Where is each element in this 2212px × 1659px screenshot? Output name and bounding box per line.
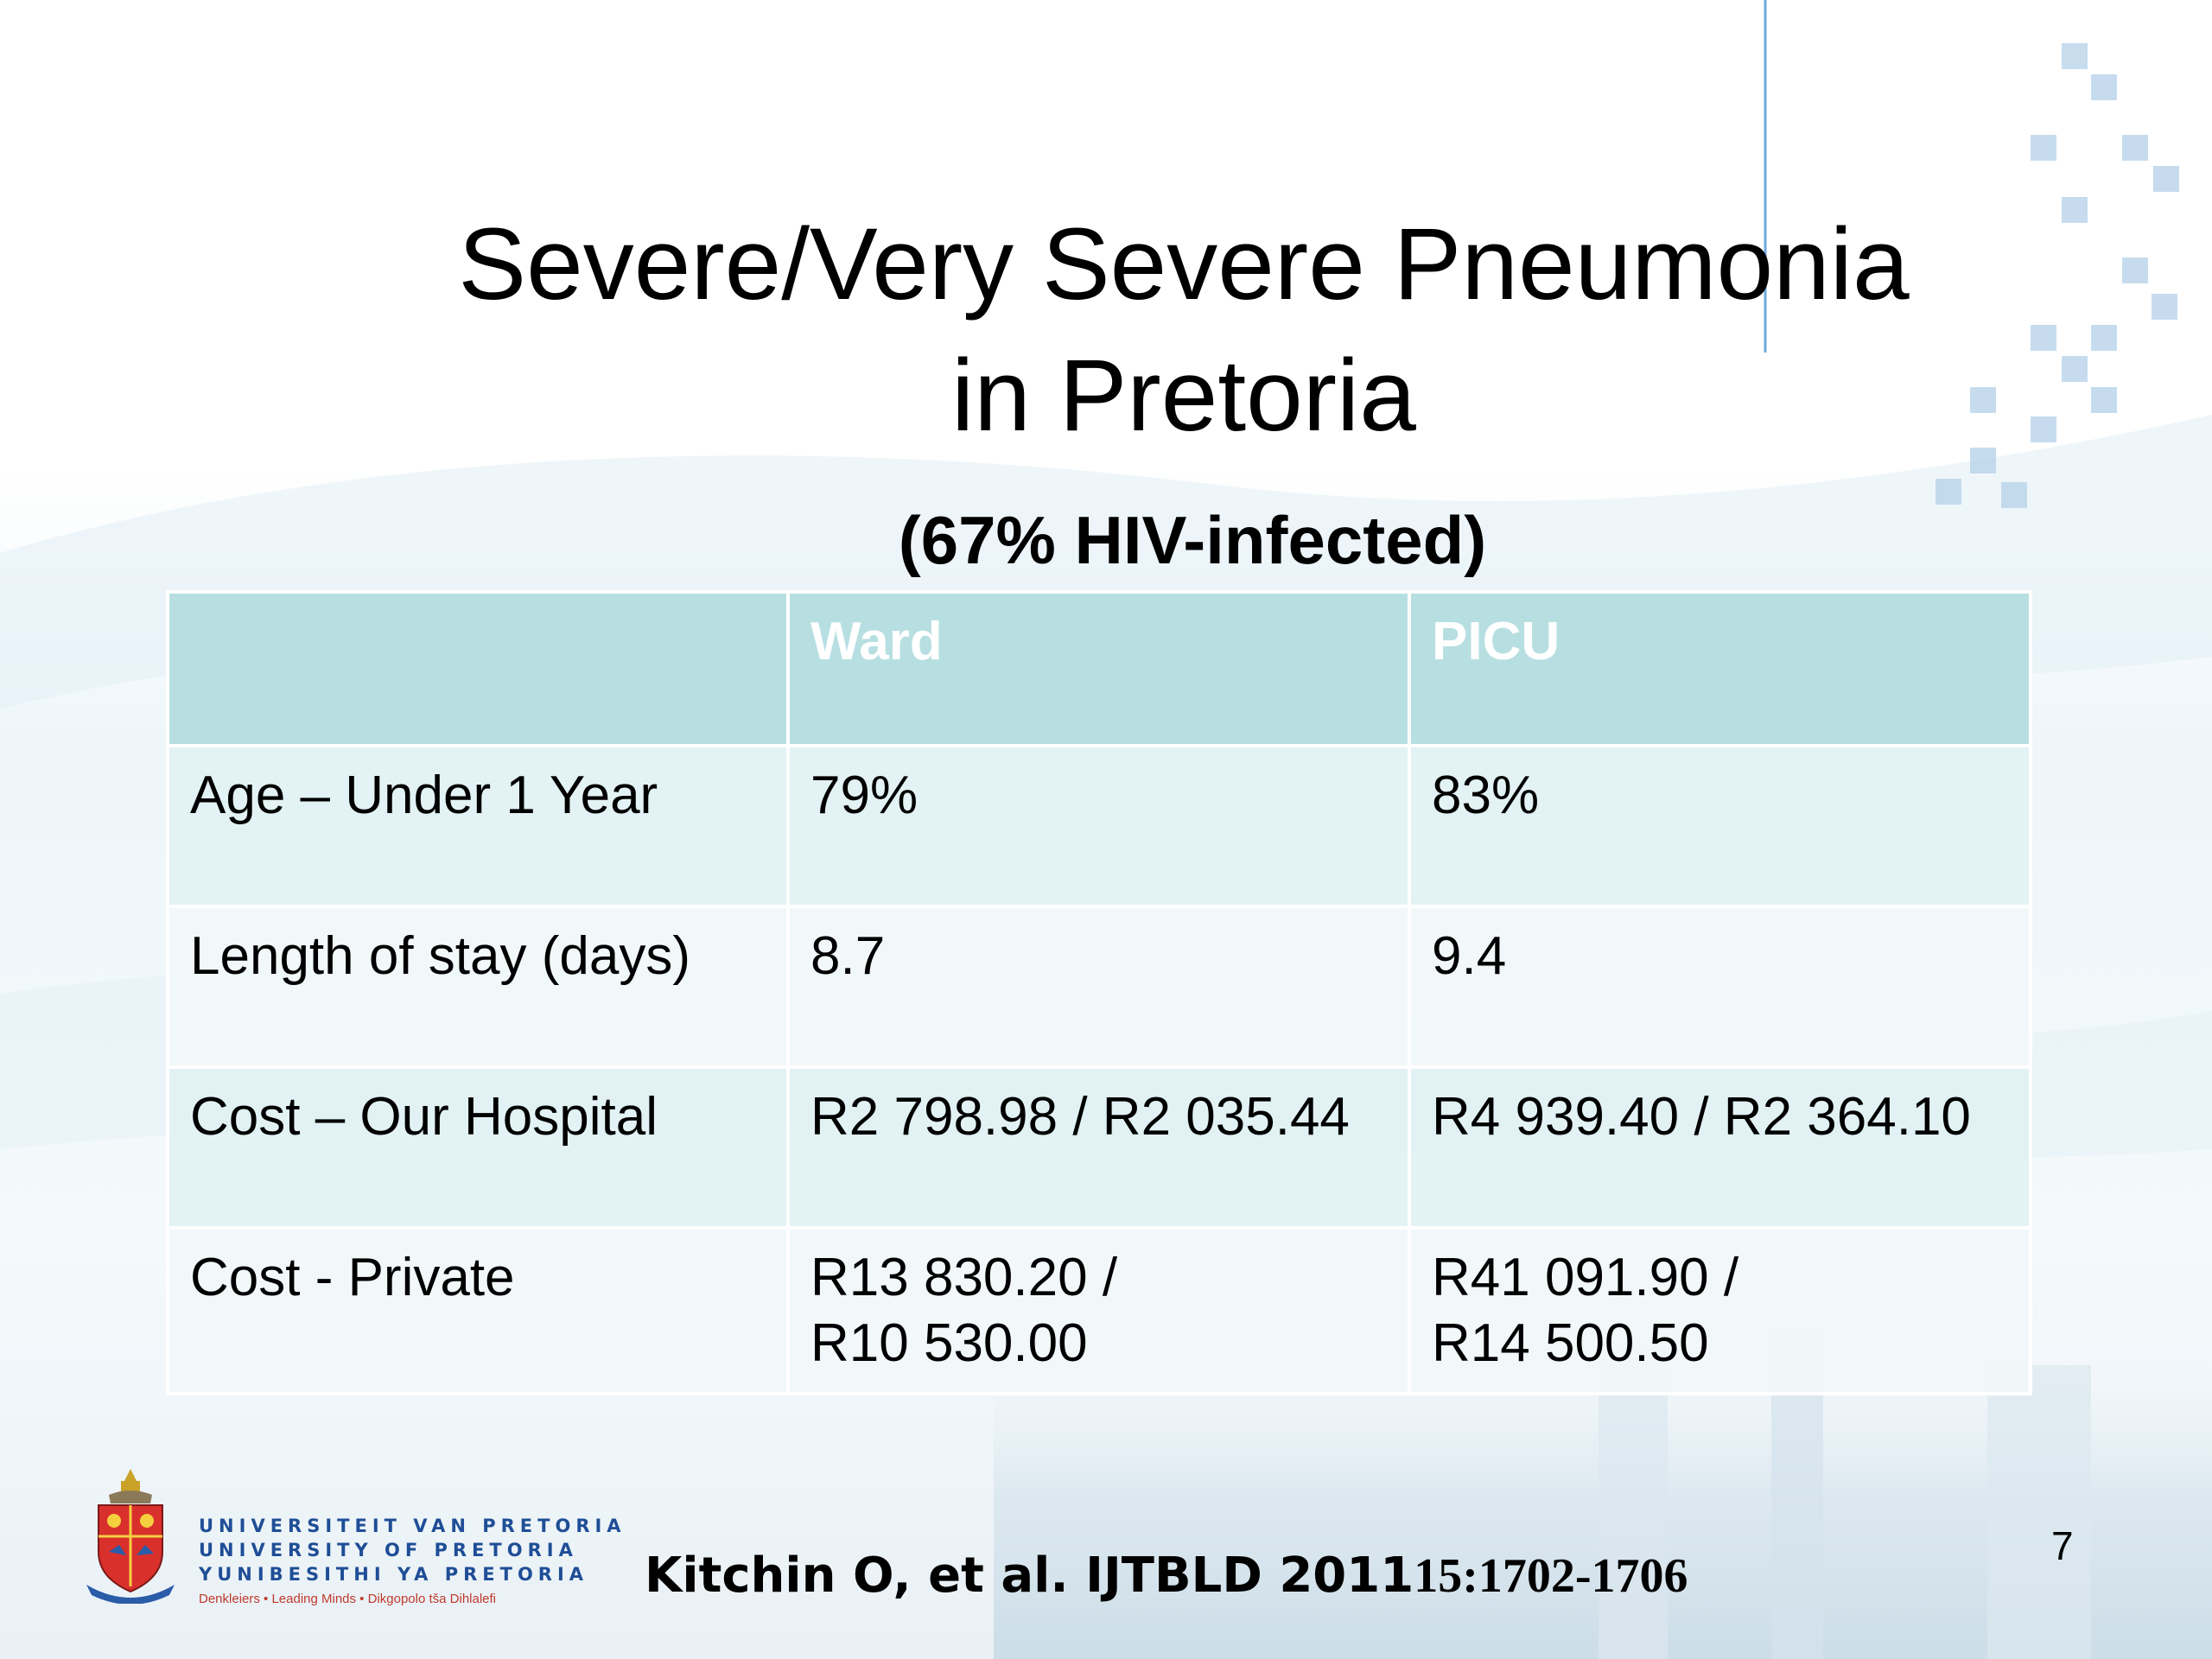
university-name-line: UNIVERSITY OF PRETORIA xyxy=(199,1540,578,1560)
university-name: UNIVERSITEIT VAN PRETORIA UNIVERSITY OF … xyxy=(199,1514,626,1586)
row-label: Cost – Our Hospital xyxy=(166,1065,790,1230)
ward-value: R13 830.20 / R10 530.00 xyxy=(786,1226,1411,1395)
header-cell-ward: Ward xyxy=(786,590,1411,747)
row-label: Age – Under 1 Year xyxy=(166,744,790,908)
picu-value-line: 9.4 xyxy=(1432,926,1507,986)
page-number: 7 xyxy=(2051,1523,2074,1568)
citation-authors: Kitchin O, et al. IJTBLD 2011 xyxy=(645,1548,1414,1604)
picu-value: 83% xyxy=(1408,744,2032,908)
picu-value-line: R4 939.40 / R2 364.10 xyxy=(1432,1087,1971,1147)
header-cell-picu: PICU xyxy=(1408,590,2032,747)
university-motto: Denkleiers • Leading Minds • Dikgopolo t… xyxy=(199,1592,497,1606)
header-cell-empty xyxy=(166,590,790,747)
ward-value-line: 79% xyxy=(810,766,918,825)
picu-value-line: R41 091.90 / xyxy=(1432,1248,1739,1307)
ward-value: R2 798.98 / R2 035.44 xyxy=(786,1065,1411,1230)
ward-value-line: R10 530.00 xyxy=(810,1313,1088,1373)
table-row: Cost - Private R13 830.20 / R10 530.00 R… xyxy=(166,1226,2032,1395)
citation: Kitchin O, et al. IJTBLD 201115:1702-170… xyxy=(645,1547,1688,1604)
university-crest-icon xyxy=(86,1469,175,1604)
university-name-line: UNIVERSITEIT VAN PRETORIA xyxy=(199,1516,626,1536)
picu-value: R4 939.40 / R2 364.10 xyxy=(1408,1065,2032,1230)
title-line-2: in Pretoria xyxy=(951,339,1416,453)
title-line-1: Severe/Very Severe Pneumonia xyxy=(458,207,1910,321)
table-row: Cost – Our Hospital R2 798.98 / R2 035.4… xyxy=(166,1065,2032,1230)
picu-value-line: R14 500.50 xyxy=(1432,1313,1709,1373)
university-name-line: YUNIBESITHI YA PRETORIA xyxy=(199,1564,589,1585)
ward-value-line: R13 830.20 / xyxy=(810,1248,1118,1307)
slide-title: Severe/Very Severe Pneumonia in Pretoria xyxy=(225,199,2143,461)
ward-value: 79% xyxy=(786,744,1411,908)
table-row: Length of stay (days) 8.7 9.4 xyxy=(166,905,2032,1069)
ward-value-line: R2 798.98 / R2 035.44 xyxy=(810,1087,1350,1147)
table-row: Age – Under 1 Year 79% 83% xyxy=(166,744,2032,908)
ward-value-line: 8.7 xyxy=(810,926,886,986)
picu-value: R41 091.90 / R14 500.50 xyxy=(1408,1226,2032,1395)
row-label: Cost - Private xyxy=(166,1226,790,1395)
table-header-row: Ward PICU xyxy=(166,590,2032,747)
picu-value: 9.4 xyxy=(1408,905,2032,1069)
citation-pages: 15:1702-1706 xyxy=(1414,1549,1688,1603)
picu-value-line: 83% xyxy=(1432,766,1540,825)
row-label: Length of stay (days) xyxy=(166,905,790,1069)
slide-subtitle: (67% HIV-infected) xyxy=(898,502,1487,578)
ward-value: 8.7 xyxy=(786,905,1411,1069)
results-table: Ward PICU Age – Under 1 Year 79% 83% Len… xyxy=(166,590,2032,1395)
